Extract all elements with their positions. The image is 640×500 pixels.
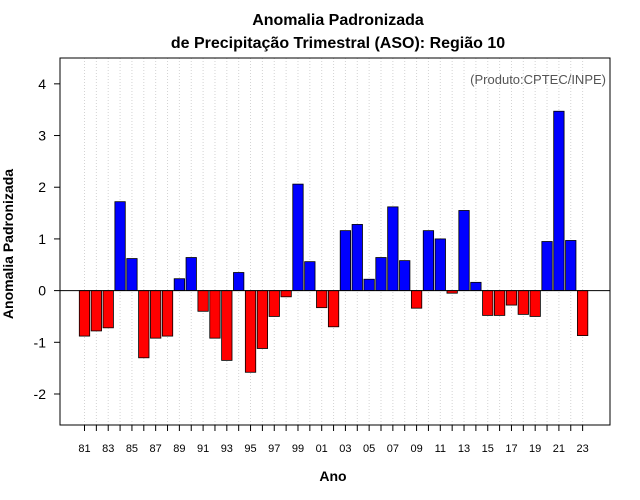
bar-96 — [256, 290, 269, 349]
x-tick-label: 19 — [529, 443, 541, 455]
bar-89 — [173, 278, 185, 292]
y-axis-label: Anomalia Padronizada — [0, 169, 16, 319]
bar-98 — [280, 290, 292, 298]
x-tick-label: 23 — [576, 443, 588, 455]
x-tick-label: 21 — [553, 443, 565, 455]
bar-07 — [387, 206, 399, 292]
bar-18 — [517, 290, 529, 315]
chart-subtitle: de Precipitação Trimestral (ASO): Região… — [171, 35, 505, 52]
bar-11 — [434, 238, 446, 292]
y-tick-label: -1 — [34, 334, 47, 350]
bar-85 — [126, 258, 138, 292]
x-tick-label: 01 — [316, 443, 328, 455]
x-tick-label: 87 — [150, 443, 162, 455]
bar-19 — [529, 290, 541, 317]
x-tick-label: 07 — [387, 443, 399, 455]
x-tick-label: 91 — [197, 443, 209, 455]
y-tick-label: 1 — [38, 231, 46, 247]
x-tick-label: 13 — [458, 443, 470, 455]
bar-20 — [541, 241, 553, 292]
bar-83 — [102, 290, 114, 329]
x-tick-label: 11 — [435, 443, 446, 455]
x-axis-label: Ano — [319, 468, 346, 484]
bar-16 — [493, 290, 506, 316]
bar-13 — [458, 210, 470, 292]
bar-91 — [197, 290, 209, 312]
plot-frame — [59, 57, 611, 426]
x-tick-label: 99 — [292, 443, 304, 455]
bar-93 — [221, 290, 233, 361]
y-tick-label: 0 — [38, 283, 46, 299]
bar-10 — [422, 230, 435, 292]
bar-09 — [410, 290, 423, 309]
x-tick-label: 15 — [482, 443, 494, 455]
bar-21 — [553, 110, 565, 292]
bar-97 — [268, 290, 280, 317]
bar-82 — [90, 290, 102, 332]
x-tick-label: 93 — [221, 443, 233, 455]
bar-01 — [316, 290, 328, 309]
bar-99 — [292, 183, 304, 292]
bar-86 — [138, 290, 150, 359]
x-tick-label: 03 — [339, 443, 351, 455]
bar-95 — [244, 290, 257, 373]
bar-02 — [327, 290, 340, 328]
x-tick-label: 95 — [244, 443, 256, 455]
gridlines — [84, 58, 584, 425]
source-note: (Produto:CPTEC/INPE) — [470, 72, 606, 87]
x-tick-label: 97 — [268, 443, 280, 455]
x-tick-label: 81 — [78, 443, 90, 455]
x-tick-label: 89 — [173, 443, 185, 455]
bar-94 — [233, 272, 245, 292]
bar-14 — [470, 281, 482, 292]
bar-00 — [304, 261, 316, 292]
bars — [78, 110, 589, 373]
bar-84 — [114, 201, 126, 292]
bar-23 — [577, 290, 589, 336]
x-tick-label: 17 — [505, 443, 517, 455]
x-tick-label: 09 — [410, 443, 422, 455]
bar-92 — [209, 290, 221, 339]
x-tick-label: 05 — [363, 443, 375, 455]
chart-title: Anomalia Padronizada — [252, 12, 424, 29]
bar-04 — [351, 224, 363, 292]
x-tick-label: 85 — [126, 443, 138, 455]
bar-90 — [185, 257, 197, 292]
x-axis: 81 83 85 87 89 91 93 95 97 99 01 03 05 07 09 11 13 15 17 19… — [78, 425, 589, 455]
bar-87 — [150, 290, 162, 339]
bar-06 — [375, 257, 387, 292]
y-axis: -2 -1 0 1 2 3 4 — [34, 76, 60, 402]
bar-22 — [565, 240, 577, 292]
bar-81 — [78, 290, 91, 337]
y-tick-label: 4 — [38, 76, 46, 92]
y-tick-label: 2 — [38, 179, 46, 195]
y-tick-label: -2 — [34, 386, 47, 402]
bar-05 — [363, 278, 375, 292]
bar-88 — [161, 290, 174, 337]
bar-15 — [482, 290, 494, 316]
bar-08 — [399, 260, 411, 292]
bar-03 — [339, 230, 352, 292]
y-tick-label: 3 — [38, 128, 46, 144]
bar-17 — [505, 290, 518, 306]
x-tick-label: 83 — [102, 443, 114, 455]
